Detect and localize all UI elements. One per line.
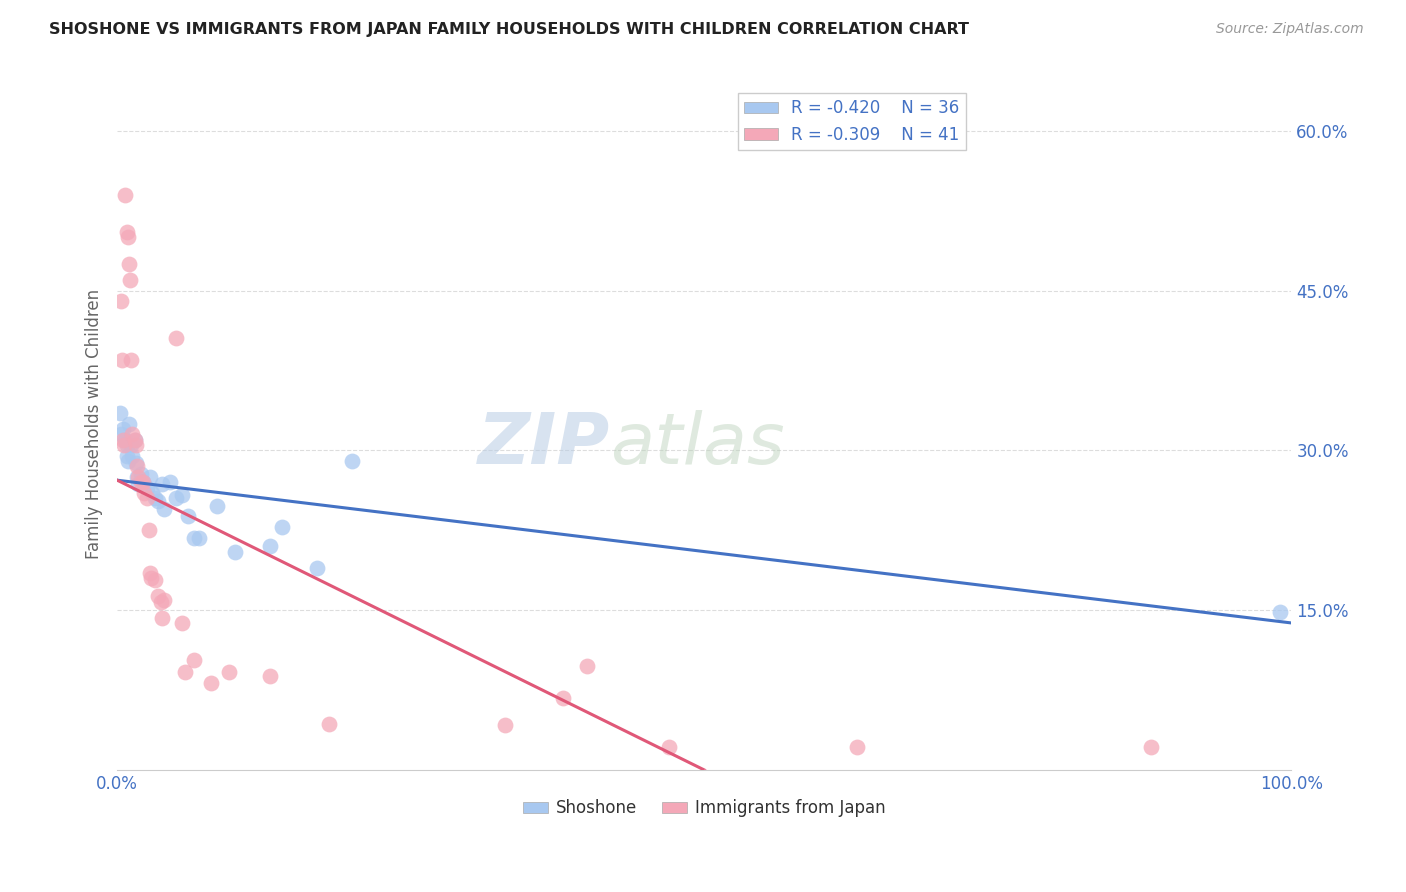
Point — [1268, 605, 1291, 619]
Point — [120, 438, 142, 452]
Point — [115, 449, 138, 463]
Text: SHOSHONE VS IMMIGRANTS FROM JAPAN FAMILY HOUSEHOLDS WITH CHILDREN CORRELATION CH: SHOSHONE VS IMMIGRANTS FROM JAPAN FAMILY… — [49, 22, 969, 37]
Point — [575, 658, 598, 673]
Point — [135, 481, 157, 495]
Point — [176, 509, 198, 524]
Point — [118, 257, 141, 271]
Point — [141, 486, 163, 500]
Legend: Shoshone, Immigrants from Japan: Shoshone, Immigrants from Japan — [516, 793, 893, 824]
Point — [120, 273, 142, 287]
Point — [121, 449, 143, 463]
Point — [188, 531, 211, 545]
Point — [170, 488, 193, 502]
Point — [118, 417, 141, 431]
Point — [138, 523, 160, 537]
Point — [1139, 739, 1161, 754]
Point — [846, 739, 869, 754]
Point — [125, 438, 148, 452]
Point — [141, 571, 163, 585]
Point — [112, 433, 135, 447]
Point — [112, 438, 135, 452]
Point — [200, 675, 222, 690]
Point — [159, 475, 181, 490]
Point — [494, 718, 516, 732]
Point — [318, 717, 340, 731]
Point — [121, 427, 143, 442]
Point — [110, 294, 132, 309]
Point — [148, 494, 170, 508]
Point — [174, 665, 197, 679]
Point — [170, 615, 193, 630]
Point — [129, 467, 152, 481]
Point — [183, 531, 205, 545]
Point — [165, 491, 187, 506]
Point — [259, 539, 281, 553]
Point — [143, 574, 166, 588]
Point — [117, 230, 139, 244]
Point — [150, 610, 173, 624]
Point — [125, 456, 148, 470]
Point — [132, 475, 155, 490]
Point — [127, 470, 149, 484]
Point — [115, 225, 138, 239]
Point — [127, 459, 149, 474]
Point — [127, 477, 149, 491]
Point — [134, 486, 156, 500]
Point — [149, 594, 172, 608]
Point — [153, 502, 176, 516]
Point — [124, 433, 146, 447]
Text: atlas: atlas — [610, 410, 785, 479]
Text: ZIP: ZIP — [478, 410, 610, 479]
Point — [218, 665, 240, 679]
Point — [259, 669, 281, 683]
Point — [165, 331, 187, 345]
Point — [305, 560, 328, 574]
Point — [270, 520, 292, 534]
Point — [183, 653, 205, 667]
Point — [129, 475, 152, 490]
Point — [124, 433, 146, 447]
Point — [340, 454, 363, 468]
Point — [111, 352, 134, 367]
Point — [148, 590, 170, 604]
Point — [224, 544, 246, 558]
Point — [108, 406, 131, 420]
Point — [110, 427, 132, 442]
Text: Source: ZipAtlas.com: Source: ZipAtlas.com — [1216, 22, 1364, 37]
Point — [139, 470, 162, 484]
Point — [150, 477, 173, 491]
Point — [153, 592, 176, 607]
Point — [139, 566, 162, 580]
Point — [115, 438, 138, 452]
Y-axis label: Family Households with Children: Family Households with Children — [86, 289, 103, 558]
Point — [135, 491, 157, 506]
Point — [127, 470, 149, 484]
Point — [132, 475, 155, 490]
Point — [114, 433, 136, 447]
Point — [112, 422, 135, 436]
Point — [143, 491, 166, 506]
Point — [553, 690, 575, 705]
Point — [120, 352, 142, 367]
Point — [658, 739, 681, 754]
Point — [205, 499, 228, 513]
Point — [117, 454, 139, 468]
Point — [114, 187, 136, 202]
